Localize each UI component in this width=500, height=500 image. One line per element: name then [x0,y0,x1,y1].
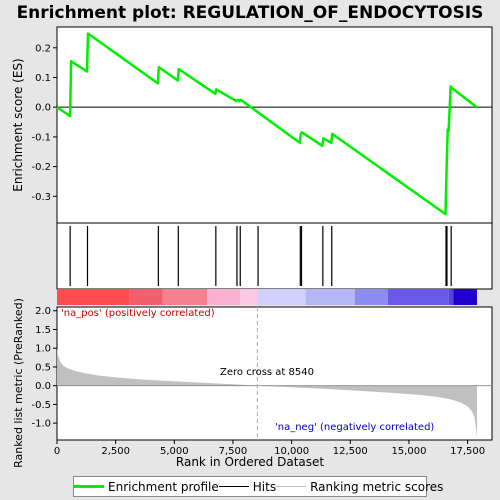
x-tick-label: 15,000 [391,446,426,457]
chart-legend: Enrichment profile Hits Ranking metric s… [73,476,443,497]
metric-y-tick-label: 2.0 [35,306,51,317]
hits-panel [56,222,493,290]
colorbar-segment [305,289,355,305]
x-tick-label: 7,500 [219,446,248,457]
colorbar-segment [207,289,241,305]
zero-cross-label: Zero cross at 8540 [220,367,314,378]
x-tick-label: 0 [54,446,60,457]
pos-correlated-label: 'na_pos' (positively correlated) [61,308,215,319]
metric-y-tick-label: 1.0 [35,344,51,355]
legend-label-hits: Hits [252,479,277,494]
legend-label-enrichment: Enrichment profile [108,479,219,494]
ranking-colorbar [57,289,477,305]
chart-title: Enrichment plot: REGULATION_OF_ENDOCYTOS… [17,3,484,23]
es-y-axis-label: Enrichment score (ES) [11,58,25,191]
metric-y-tick-label: -0.5 [31,400,51,411]
x-axis-label: Rank in Ordered Dataset [176,455,324,469]
colorbar-segment [57,289,130,305]
enrichment-profile-line [56,32,478,216]
legend-label-ranking: Ranking metric scores [310,479,444,494]
x-tick-label: 2,500 [101,446,130,457]
es-y-tick-label: 0.2 [35,43,51,54]
es-y-tick-label: 0.1 [35,73,51,84]
ranking-metric-area [57,348,477,438]
colorbar-segment [354,289,388,305]
legend-swatch-ranking [276,486,307,487]
legend-swatch-enrichment [74,485,104,488]
es-y-tick-label: -0.3 [31,192,51,203]
colorbar-segment [453,289,477,305]
colorbar-segment [448,289,454,305]
x-tick-label: 10,000 [274,446,309,457]
metric-y-tick-label: 0.5 [35,362,51,373]
metric-y-axis-label: Ranked list metric (PreRanked) [12,298,25,468]
metric-y-ticks: -1.0 -0.5 0.0 0.5 1.0 1.5 2.0 [31,306,57,430]
es-y-ticks: -0.3 -0.2 -0.1 0.0 0.1 0.2 [31,43,57,203]
metric-y-tick-label: -1.0 [31,419,51,430]
colorbar-segment [240,289,258,305]
metric-y-tick-label: 1.5 [35,325,51,336]
legend-swatch-hits [218,486,249,487]
x-axis-ticks: 0 2,500 5,000 7,500 10,000 12,500 15,000 17,500 [54,440,485,457]
hits-marks [69,226,452,286]
colorbar-segment [129,289,163,305]
x-tick-label: 5,000 [160,446,189,457]
es-y-tick-label: -0.2 [31,162,51,173]
metric-y-tick-label: 0.0 [35,381,51,392]
neg-correlated-label: 'na_neg' (negatively correlated) [275,422,434,433]
colorbar-segment [257,289,306,305]
legend-item-enrichment: Enrichment profile [74,480,219,494]
x-tick-label: 12,500 [333,446,368,457]
colorbar-segment [387,289,449,305]
es-y-tick-label: -0.1 [31,132,51,143]
colorbar-segment [162,289,208,305]
es-y-tick-label: 0.0 [35,103,51,114]
legend-item-hits: Hits [218,479,277,494]
legend-item-ranking: Ranking metric scores [276,480,443,494]
x-tick-label: 17,500 [450,446,485,457]
